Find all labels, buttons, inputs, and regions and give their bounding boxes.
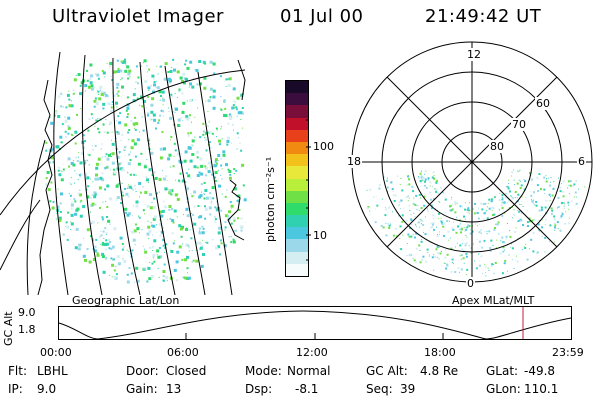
apex-caption: Apex MLat/MLT [452, 294, 535, 307]
dsp-value: -8.1 [295, 382, 319, 396]
colorbar-unit-label: photon cm⁻²s⁻¹ [264, 156, 277, 242]
mode-value: Normal [287, 364, 331, 378]
gain-label: Gain: [126, 382, 158, 396]
timeline-ytick-high: 9.0 [18, 306, 36, 319]
timeline-xtick-1200: 12:00 [296, 346, 328, 359]
colorbar-tick-100: 100 [313, 140, 334, 153]
mlt-label-12: 12 [466, 48, 482, 61]
glon-label: GLon: [486, 382, 521, 396]
date-label: 01 Jul 00 [280, 6, 364, 27]
flt-label: Flt: [8, 364, 27, 378]
glon-value: 110.1 [524, 382, 559, 396]
door-label: Door: [126, 364, 159, 378]
gc-alt-label: GC Alt: [366, 364, 408, 378]
time-label: 21:49:42 UT [425, 6, 542, 27]
mode-label: Mode: [245, 364, 282, 378]
glat-value: -49.8 [524, 364, 556, 378]
coastline [37, 59, 246, 295]
mlat-label-80: 80 [489, 140, 505, 153]
mlat-label-70: 70 [511, 118, 527, 131]
colorbar-ticks [306, 119, 311, 261]
timeline-ytick-low: 1.8 [18, 323, 36, 336]
timeline-xtick-0600: 06:00 [167, 346, 199, 359]
glat-label: GLat: [486, 364, 519, 378]
gain-value: 13 [166, 382, 182, 396]
mlat-label-60: 60 [535, 97, 551, 110]
geo-grid-lines [0, 51, 246, 295]
gc-alt-value: 4.8 Re [420, 364, 459, 378]
ip-value: 9.0 [37, 382, 57, 396]
colorbar-tick-10: 10 [313, 229, 327, 242]
door-value: Closed [166, 364, 207, 378]
timeline-xtick-1800: 18:00 [424, 346, 456, 359]
instrument-title: Ultraviolet Imager [52, 6, 224, 27]
flt-value: LBHL [37, 364, 68, 378]
timeline-xtick-2359: 23:59 [552, 346, 584, 359]
timeline-xtick-0000: 00:00 [40, 346, 72, 359]
colorbar [285, 80, 309, 277]
timeline-axis-title: GC Alt [2, 311, 15, 346]
polar-emission-pixels [366, 169, 586, 277]
seq-value: 39 [400, 382, 416, 396]
polar-mlt-plot [351, 41, 593, 283]
aurora-emission-pixels [45, 58, 247, 284]
ip-label: IP: [8, 382, 23, 396]
geographic-caption: Geographic Lat/Lon [72, 294, 180, 307]
mlt-label-18: 18 [346, 155, 362, 168]
altitude-timeline [58, 306, 572, 340]
mlt-label-0: 0 [466, 277, 475, 290]
seq-label: Seq: [366, 382, 393, 396]
geographic-image-panel [0, 51, 247, 295]
dsp-label: Dsp: [245, 382, 273, 396]
mlt-label-6: 6 [577, 155, 586, 168]
